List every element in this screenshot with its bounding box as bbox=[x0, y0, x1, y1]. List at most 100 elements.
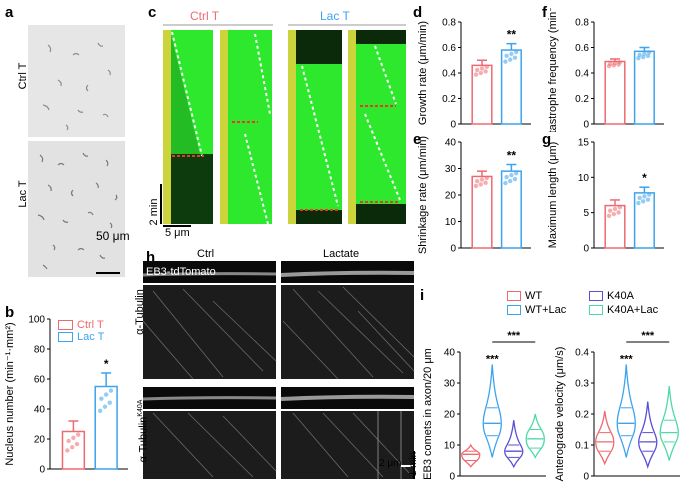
data-point bbox=[479, 177, 485, 182]
legend-lac: Lac T bbox=[58, 331, 104, 343]
data-point bbox=[102, 404, 108, 409]
c-time-scale: 2 min bbox=[148, 198, 160, 226]
data-point bbox=[70, 445, 75, 450]
legend-b: Ctrl T Lac T bbox=[58, 319, 104, 343]
y-tick-label: 0 bbox=[450, 120, 456, 131]
legend-wt-lac: WT+Lac bbox=[507, 303, 589, 317]
y-tick-label: 100 bbox=[28, 315, 45, 326]
k40a-superscript: K40A bbox=[137, 399, 144, 417]
legend-k40a: K40A bbox=[589, 289, 634, 303]
data-point bbox=[514, 170, 519, 176]
h-eb3-label: EB3-tdTomato bbox=[146, 266, 216, 278]
violin-K40A+Lac bbox=[525, 413, 545, 459]
data-point bbox=[508, 57, 513, 62]
y-tick-label: 10 bbox=[445, 217, 457, 228]
data-point bbox=[606, 213, 612, 218]
panel-c-kymographs bbox=[160, 24, 406, 225]
data-point bbox=[512, 55, 518, 60]
data-point bbox=[642, 194, 647, 199]
violin-WT bbox=[595, 410, 615, 466]
h-scale-time: 1 min bbox=[408, 451, 419, 477]
legend-wt-lac-label: WT+Lac bbox=[525, 304, 567, 316]
panel-label-i: i bbox=[420, 287, 425, 304]
y-tick-label: 0.2 bbox=[575, 94, 589, 105]
legend-lac-label: Lac T bbox=[77, 331, 105, 343]
data-point bbox=[617, 60, 622, 65]
legend-i-row1: WT K40A bbox=[507, 289, 658, 303]
y-tick-label: 30 bbox=[444, 379, 456, 390]
y-tick-label: 0.8 bbox=[442, 18, 456, 29]
y-tick-label: 20 bbox=[445, 191, 457, 202]
scale-bar-a: 50 μm bbox=[96, 229, 130, 243]
data-point bbox=[504, 53, 509, 58]
y-tick-label: 10 bbox=[578, 173, 590, 184]
data-point bbox=[76, 432, 81, 437]
bar-Lac T bbox=[633, 50, 655, 125]
data-point bbox=[503, 180, 508, 186]
data-point bbox=[66, 438, 71, 444]
data-point bbox=[508, 178, 513, 184]
y-tick-label: 20 bbox=[444, 410, 456, 421]
data-point bbox=[636, 56, 641, 61]
panel-label-g: g bbox=[542, 131, 552, 148]
chart-g: 0 5 10 15 Maximum length (μm) * bbox=[547, 138, 664, 255]
y-tick-label: 0.8 bbox=[575, 18, 589, 29]
y-tick-label: 0.2 bbox=[442, 94, 456, 105]
data-point bbox=[483, 180, 488, 186]
data-point bbox=[103, 392, 109, 397]
y-axis-label: EB3 comets in axon/20 μm bbox=[422, 348, 434, 480]
data-point bbox=[65, 448, 70, 453]
lac-t-label: Lac T bbox=[17, 180, 29, 208]
data-point bbox=[509, 172, 514, 178]
y-tick-label: 0 bbox=[450, 244, 456, 255]
ctrl-t-label: Ctrl T bbox=[17, 62, 29, 90]
chart-e: 0 10 20 30 40 Shrinkage rate (μm/min) ** bbox=[417, 136, 531, 255]
y-tick-label: 0 bbox=[39, 465, 45, 476]
y-axis-label: Growth rate (μm/min) bbox=[417, 21, 429, 125]
data-point bbox=[641, 54, 646, 60]
data-point bbox=[99, 396, 104, 401]
data-point bbox=[642, 51, 647, 56]
panel-label-d: d bbox=[413, 4, 423, 21]
legend-wt: WT bbox=[507, 289, 589, 303]
y-tick-label: 15 bbox=[578, 138, 590, 149]
panel-label-b: b bbox=[5, 304, 15, 321]
data-point bbox=[484, 175, 489, 181]
y-tick-label: 80 bbox=[34, 345, 46, 356]
data-point bbox=[636, 200, 641, 206]
data-point bbox=[503, 59, 508, 64]
data-point bbox=[637, 195, 642, 201]
bar-Ctrl T bbox=[604, 204, 626, 249]
y-tick-label: 10 bbox=[444, 441, 456, 452]
legend-ctrl: Ctrl T bbox=[58, 319, 104, 331]
data-point bbox=[483, 69, 488, 74]
data-point bbox=[512, 176, 518, 182]
chart-i1: 0 10 20 30 40 EB3 comets in axon/20 μm *** *** bbox=[422, 330, 546, 483]
data-point bbox=[71, 435, 76, 440]
data-point bbox=[617, 205, 622, 210]
panel-h-images bbox=[143, 261, 415, 479]
significance-label: ** bbox=[507, 149, 517, 163]
legend-i: WT K40A WT+Lac K40A+Lac bbox=[507, 289, 658, 317]
y-tick-label: 40 bbox=[444, 348, 456, 359]
data-point bbox=[74, 441, 80, 447]
y-axis-label: Anterograde velocity (μm/s) bbox=[554, 347, 566, 482]
data-point bbox=[108, 388, 114, 393]
data-point bbox=[612, 206, 618, 212]
y-tick-label: 0 bbox=[583, 120, 589, 131]
legend-wt-label: WT bbox=[525, 290, 543, 302]
legend-k40a-lac-label: K40A+Lac bbox=[607, 304, 659, 316]
data-point bbox=[608, 208, 613, 213]
data-point bbox=[478, 182, 483, 187]
violin-WT+Lac bbox=[482, 364, 502, 458]
data-point bbox=[514, 49, 519, 55]
significance-label: *** bbox=[620, 353, 634, 365]
y-axis-label: Nucleus number (min⁻¹·mm²) bbox=[4, 322, 16, 465]
h-tub-k40a-label: α-TubulinK40A bbox=[137, 399, 150, 463]
legend-k40a-lac: K40A+Lac bbox=[589, 303, 658, 317]
panel-label-c: c bbox=[148, 4, 157, 21]
panel-a-images bbox=[28, 25, 125, 277]
data-point bbox=[612, 60, 618, 66]
data-point bbox=[475, 179, 480, 184]
